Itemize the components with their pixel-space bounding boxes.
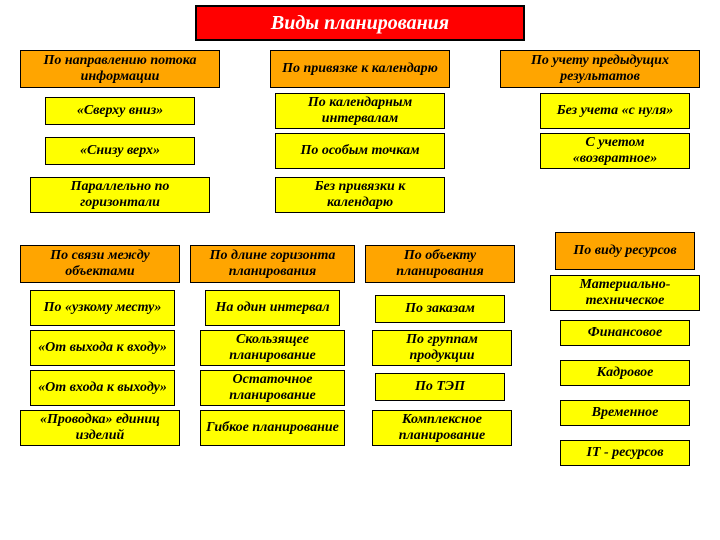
item-calendar-intervals: По календарным интервалам [275, 93, 445, 129]
item-by-tep: По ТЭП [375, 373, 505, 401]
item-complex: Комплексное планирование [372, 410, 512, 446]
page-title: Виды планирования [195, 5, 525, 41]
item-out-to-in: «От выхода к входу» [30, 330, 175, 366]
item-from-zero: Без учета «с нуля» [540, 93, 690, 129]
item-bottom-up: «Снизу верх» [45, 137, 195, 165]
item-no-calendar: Без привязки к календарю [275, 177, 445, 213]
item-hr: Кадровое [560, 360, 690, 386]
item-it: IT - ресурсов [560, 440, 690, 466]
item-bottleneck: По «узкому месту» [30, 290, 175, 326]
item-one-interval: На один интервал [205, 290, 340, 326]
item-top-down: «Сверху вниз» [45, 97, 195, 125]
item-flexible: Гибкое планирование [200, 410, 345, 446]
item-special-points: По особым точкам [275, 133, 445, 169]
item-rolling: Скользящее планирование [200, 330, 345, 366]
category-calendar-binding: По привязке к календарю [270, 50, 450, 88]
category-resource-type: По виду ресурсов [555, 232, 695, 270]
item-by-groups: По группам продукции [372, 330, 512, 366]
category-prev-results: По учету предыдущих результатов [500, 50, 700, 88]
category-object-relation: По связи между объектами [20, 245, 180, 283]
item-with-return: С учетом «возвратное» [540, 133, 690, 169]
item-by-orders: По заказам [375, 295, 505, 323]
category-horizon-length: По длине горизонта планирования [190, 245, 355, 283]
item-financial: Финансовое [560, 320, 690, 346]
category-planning-object: По объекту планирования [365, 245, 515, 283]
item-temporal: Временное [560, 400, 690, 426]
category-flow-direction: По направлению потока информации [20, 50, 220, 88]
item-residual: Остаточное планирование [200, 370, 345, 406]
item-parallel: Параллельно по горизонтали [30, 177, 210, 213]
item-unit-wiring: «Проводка» единиц изделий [20, 410, 180, 446]
item-in-to-out: «От входа к выходу» [30, 370, 175, 406]
item-material: Материально- техническое [550, 275, 700, 311]
